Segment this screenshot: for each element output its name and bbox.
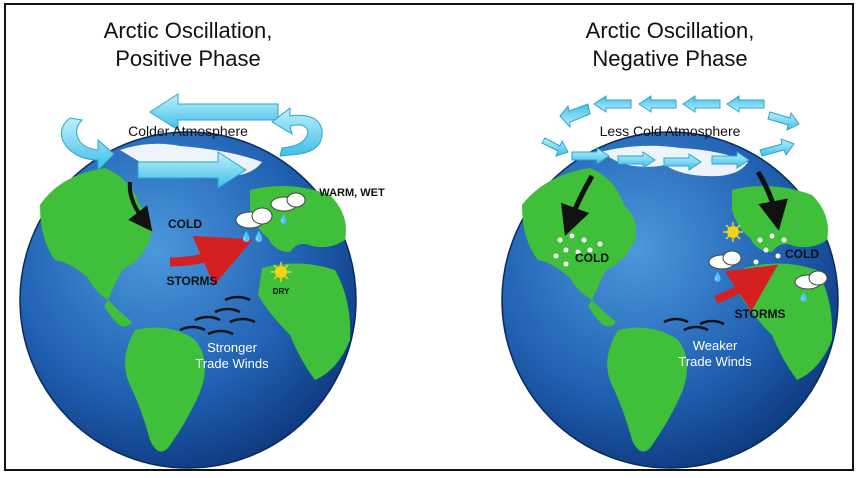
small-arrow-icon: [726, 95, 765, 113]
panel-title-line2: Negative Phase: [592, 46, 747, 71]
polar-air-arrow-icon: [561, 174, 595, 237]
polar-air-arrow-icon: [127, 181, 153, 232]
eastward-arrow-icon: [137, 151, 247, 189]
small-arrow-icon: [638, 95, 677, 113]
south-america: [125, 327, 205, 452]
storms-label: STORMS: [734, 307, 785, 321]
atmosphere-arrows: Colder Atmosphere: [60, 93, 323, 189]
trade-wind-arrows-icon: [663, 317, 725, 332]
trade-winds-line2: Trade Winds: [195, 356, 269, 371]
small-arrow-icon: [759, 138, 795, 157]
small-arrow-icon: [617, 151, 656, 169]
svg-text:💧💧: 💧💧: [240, 230, 265, 243]
trade-winds-line2: Trade Winds: [678, 354, 752, 369]
rain-cloud-icon: 💧: [708, 250, 742, 282]
panel-title-line1: Arctic Oscillation,: [586, 18, 755, 43]
central-america: [588, 300, 616, 327]
rain-cloud-icon: 💧: [270, 192, 306, 224]
sun-icon: [271, 262, 291, 282]
small-arrow-icon: [663, 153, 702, 171]
globe: [501, 131, 839, 469]
atmosphere-label: Colder Atmosphere: [128, 123, 248, 139]
dry-label: DRY: [273, 287, 290, 296]
trade-wind-arrows-icon: [179, 295, 256, 336]
cold-east-label: COLD: [785, 247, 819, 261]
rain-cloud-icon: 💧: [794, 270, 828, 302]
central-america: [104, 300, 132, 327]
atmosphere-label: Less Cold Atmosphere: [600, 123, 741, 139]
small-arrow-icon: [767, 111, 800, 131]
panel-negative: Arctic Oscillation, Negative Phase: [501, 18, 839, 469]
small-arrow-icon: [682, 95, 721, 113]
cold-west-label: COLD: [575, 251, 609, 265]
trade-winds-line1: Weaker: [693, 338, 738, 353]
small-arrow-icon: [711, 151, 750, 169]
atmosphere-arrows: [541, 95, 800, 171]
left-curl-arrow-icon: [60, 117, 115, 172]
rain-cloud-icon: 💧💧: [235, 207, 273, 243]
storms-label: STORMS: [166, 274, 217, 288]
storm-track-arrow-icon: [714, 264, 778, 312]
warm-wet-label: WARM, WET: [319, 187, 385, 199]
small-arrow-icon: [571, 147, 610, 165]
africa: [258, 263, 351, 380]
small-arrow-icon: [593, 95, 632, 113]
westward-arrow-icon: [149, 93, 279, 131]
panel-title-line1: Arctic Oscillation,: [104, 18, 273, 43]
right-curl-arrow-icon: [271, 106, 323, 157]
panel-title-line2: Positive Phase: [115, 46, 261, 71]
north-america: [40, 168, 152, 300]
south-america: [607, 327, 688, 452]
cold-label: COLD: [168, 217, 202, 231]
polar-air-arrow-icon: [755, 170, 788, 231]
svg-text:💧: 💧: [798, 291, 809, 302]
svg-text:💧: 💧: [278, 213, 289, 224]
panel-positive: Arctic Oscillation, Positive Phase Colde…: [19, 18, 385, 469]
svg-text:💧: 💧: [712, 271, 723, 282]
storm-track-arrow-icon: [169, 235, 253, 286]
small-arrow-icon: [541, 137, 569, 157]
trade-winds-line1: Stronger: [207, 340, 258, 355]
globe: [19, 131, 357, 469]
small-arrow-icon: [559, 103, 591, 129]
sun-icon: [723, 222, 743, 242]
